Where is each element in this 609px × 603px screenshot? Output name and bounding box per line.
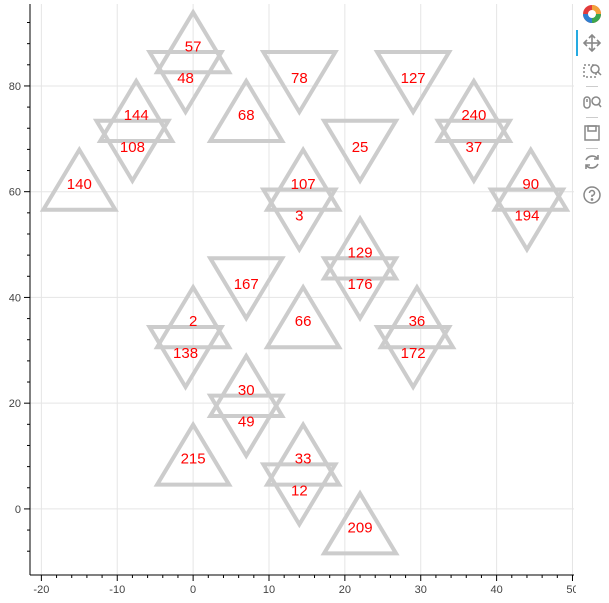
- y-tick-label: 60: [9, 187, 21, 199]
- triangle-marker-up: [39, 145, 119, 212]
- toolbar-separator: [586, 86, 598, 87]
- x-tick-label: 0: [190, 584, 196, 596]
- triangle-label: 194: [514, 207, 539, 224]
- x-tick-label: 20: [339, 584, 351, 596]
- x-tick-label: -10: [109, 584, 125, 596]
- help-icon[interactable]: [580, 183, 604, 207]
- y-tick-label: 20: [9, 398, 21, 410]
- triangle-marker-down: [92, 118, 172, 185]
- triangle-label: 33: [295, 451, 312, 468]
- triangle-marker-up: [320, 489, 400, 556]
- x-tick-label: 50: [566, 584, 576, 596]
- triangle-label: 138: [173, 345, 198, 362]
- triangle-label: 25: [352, 139, 369, 156]
- y-tick-label: 80: [9, 81, 21, 93]
- triangle-marker-down: [146, 324, 226, 391]
- wheel-zoom-icon[interactable]: [580, 90, 604, 114]
- triangle-marker-down: [259, 50, 339, 116]
- triangle-label: 57: [185, 38, 202, 55]
- triangle-label: 172: [401, 345, 426, 362]
- triangle-marker-down: [320, 118, 400, 185]
- x-tick-label: -20: [33, 584, 49, 596]
- y-axis: 0 20 40 60 80: [9, 4, 31, 575]
- triangle-marker-up: [153, 420, 233, 487]
- triangle-marker-up: [206, 77, 286, 144]
- triangle-marker-up: [263, 145, 343, 212]
- triangle-label: 129: [348, 244, 373, 261]
- triangle-marker-up: [434, 77, 514, 144]
- triangle-marker-up: [491, 145, 571, 212]
- triangle-label: 3: [295, 207, 303, 224]
- triangle-label: 12: [291, 482, 308, 499]
- reset-icon[interactable]: [580, 150, 604, 174]
- triangle-label: 215: [181, 451, 206, 468]
- triangle-marker-down: [259, 187, 339, 254]
- triangle-label: 127: [401, 70, 426, 87]
- triangle-label: 108: [120, 139, 145, 156]
- triangle-label: 37: [466, 139, 483, 156]
- triangle-label: 176: [348, 276, 373, 293]
- triangle-label: 30: [238, 382, 255, 399]
- triangle-marker-up: [263, 420, 343, 487]
- triangle-marker-down: [487, 187, 567, 254]
- bokeh-logo-icon: [580, 2, 604, 26]
- triangle-marker-down: [434, 118, 514, 185]
- box-zoom-icon[interactable]: [580, 59, 604, 83]
- point-labels: 57 144 68 240 140 107 90 129 2 66 36 30 215 33 209 48 78…: [67, 38, 540, 536]
- x-tick-label: 40: [490, 584, 502, 596]
- triangle-label: 90: [522, 176, 539, 193]
- triangle-label: 140: [67, 176, 92, 193]
- save-icon[interactable]: [580, 121, 604, 145]
- triangle-label: 240: [461, 107, 486, 124]
- triangle-label: 68: [238, 107, 255, 124]
- triangle-marker-down: [320, 256, 400, 323]
- triangle-marker-down: [373, 50, 453, 116]
- x-tick-label: 30: [415, 584, 427, 596]
- triangle-label: 36: [409, 313, 426, 330]
- plot-toolbar: [576, 0, 609, 603]
- triangle-label: 49: [238, 414, 255, 431]
- triangle-markers: [39, 8, 571, 556]
- triangle-marker-down: [373, 324, 453, 391]
- triangle-marker-up: [206, 352, 286, 418]
- triangle-marker-down: [146, 50, 226, 116]
- triangle-label: 78: [291, 70, 308, 87]
- x-axis: -20 -10 0 10 20 30 40 50: [30, 574, 576, 596]
- triangle-marker-up: [153, 8, 233, 75]
- toolbar-separator: [586, 117, 598, 118]
- triangle-label: 144: [124, 107, 149, 124]
- triangle-label: 167: [234, 276, 259, 293]
- triangle-marker-up: [153, 283, 233, 350]
- triangle-label: 2: [189, 313, 197, 330]
- toolbar-separator: [586, 148, 598, 149]
- y-tick-label: 0: [15, 504, 21, 516]
- triangle-label: 107: [291, 176, 316, 193]
- y-tick-label: 40: [9, 292, 21, 304]
- triangle-marker-up: [377, 283, 457, 350]
- pan-icon[interactable]: [580, 31, 604, 55]
- active-tool-indicator: [576, 30, 578, 56]
- triangle-label: 66: [295, 313, 312, 330]
- triangle-label: 209: [348, 519, 373, 536]
- triangle-label: 48: [177, 70, 194, 87]
- triangle-marker-down: [259, 462, 339, 529]
- triangle-marker-down: [206, 393, 286, 460]
- triangle-marker-up: [320, 214, 400, 281]
- triangle-marker-down: [206, 256, 286, 323]
- triangle-marker-up: [96, 77, 176, 144]
- x-tick-label: 10: [263, 584, 275, 596]
- triangle-marker-up: [263, 283, 343, 350]
